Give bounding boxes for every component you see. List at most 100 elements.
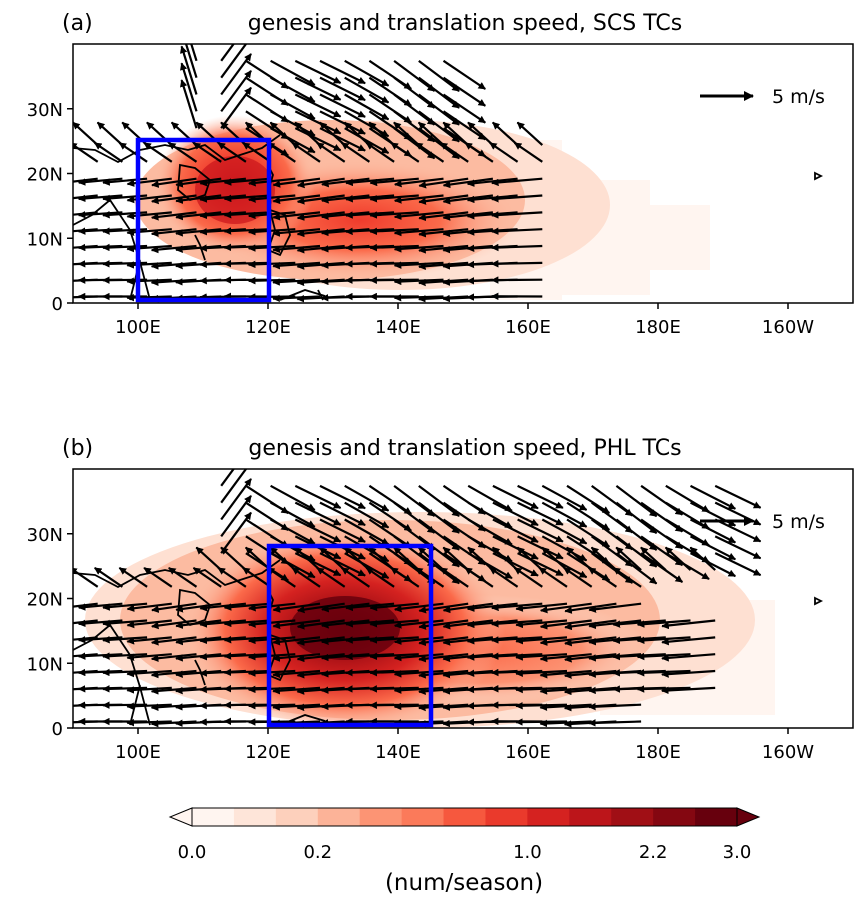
wind-vector (94, 141, 124, 163)
x-tick-label: 160W (762, 742, 814, 763)
wind-vector (566, 552, 611, 582)
wind-vector (344, 59, 390, 87)
wind-vector (517, 535, 564, 560)
wind-vector (220, 546, 247, 571)
wind-vector (591, 484, 633, 517)
wind-vector (491, 177, 543, 187)
wind-vector (77, 177, 123, 186)
wind-vector (175, 636, 222, 646)
wind-vector (217, 141, 247, 163)
wind-vector (272, 261, 321, 270)
wind-vector (73, 637, 74, 639)
wind-vector (319, 59, 366, 85)
colorbar-swatch (443, 808, 486, 826)
wind-vector (368, 518, 412, 549)
wind-vector (248, 653, 296, 661)
x-tick-label: 180E (635, 317, 681, 338)
wind-vector (126, 277, 172, 286)
wind-vector (102, 701, 148, 709)
wind-vector (490, 260, 543, 268)
wind-vector (368, 535, 412, 566)
wind-vector (418, 59, 460, 92)
wind-vector (341, 141, 371, 163)
wind-vector (184, 44, 198, 78)
wind-vector (661, 619, 716, 630)
wind-vector (73, 602, 98, 608)
wind-vector (368, 93, 412, 124)
colorbar-tick-label: 1.0 (513, 842, 542, 863)
wind-vector (247, 260, 296, 269)
wind-vector (190, 44, 198, 62)
wind-vector (566, 535, 611, 565)
wind-vector (517, 484, 564, 509)
wind-vector (661, 636, 716, 646)
wind-vector (245, 59, 289, 90)
wind-vector (661, 669, 716, 678)
region-box-a (135, 137, 272, 303)
x-tick-label: 160E (505, 317, 551, 338)
wind-vector (245, 518, 289, 548)
wind-vector (126, 636, 172, 645)
colorbar-frame (191, 807, 738, 827)
wind-vector (294, 59, 342, 84)
wind-vector (294, 127, 342, 152)
wind-vector (96, 121, 124, 146)
wind-vector (640, 501, 684, 533)
vector-key-b: 5 m/s (700, 511, 825, 533)
wind-vector (492, 552, 539, 577)
wind-vector (73, 211, 98, 216)
wind-vector (272, 211, 321, 221)
wind-vector (368, 127, 412, 158)
wind-vector (223, 652, 271, 660)
wind-vector (223, 227, 271, 235)
panel-label-b: (b) (62, 436, 93, 461)
wind-vector (294, 484, 342, 509)
wind-vector (223, 635, 271, 644)
wind-vector (513, 566, 543, 588)
wind-vector (247, 718, 296, 726)
wind-vector (199, 194, 246, 203)
wind-vector (192, 566, 222, 588)
y-tick-label: 30N (27, 525, 63, 546)
wind-vector (199, 619, 246, 628)
wind-vector (491, 121, 519, 146)
wind-vector (316, 566, 346, 588)
wind-vector (467, 484, 513, 512)
wind-vector (344, 93, 390, 121)
wind-vector (393, 484, 436, 517)
y-axis-b: 0 10N 20N 30N (27, 525, 73, 740)
wind-vector (541, 501, 588, 528)
wind-vector (126, 177, 172, 187)
wind-vector (126, 718, 172, 727)
y-tick-label: 10N (27, 229, 63, 250)
wind-vector (272, 653, 321, 662)
wind-vector (294, 501, 342, 526)
wind-vector (180, 45, 198, 95)
wind-vector (126, 244, 172, 253)
wind-vector (272, 602, 321, 613)
wind-vector (418, 93, 460, 126)
wind-vector (175, 211, 222, 221)
wind-vector (418, 518, 460, 551)
wind-vector (248, 194, 296, 203)
wind-vector (665, 484, 710, 513)
wind-vector (541, 535, 588, 562)
wind-vector (168, 141, 198, 163)
wind-vector (102, 636, 148, 644)
wind-vector (489, 141, 519, 163)
wind-vector (223, 602, 271, 611)
wind-vector (150, 261, 197, 270)
wind-vector (272, 278, 321, 286)
wind-vector (418, 110, 460, 143)
wind-vector (491, 211, 543, 219)
wind-vector (489, 566, 519, 588)
wind-vector (126, 261, 172, 269)
wind-vector (294, 518, 342, 543)
wind-vector (270, 484, 316, 511)
wind-vector (566, 484, 611, 515)
wind-vector (175, 602, 222, 613)
colorbar-swatch (401, 808, 445, 826)
x-axis-b: 100E 120E 140E 160E 180E 160W (115, 728, 814, 763)
wind-vector (442, 535, 486, 566)
panel-title-a: genesis and translation speed, SCS TCs (248, 11, 682, 36)
